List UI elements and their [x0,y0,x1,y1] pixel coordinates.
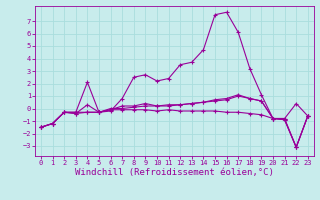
X-axis label: Windchill (Refroidissement éolien,°C): Windchill (Refroidissement éolien,°C) [75,168,274,177]
